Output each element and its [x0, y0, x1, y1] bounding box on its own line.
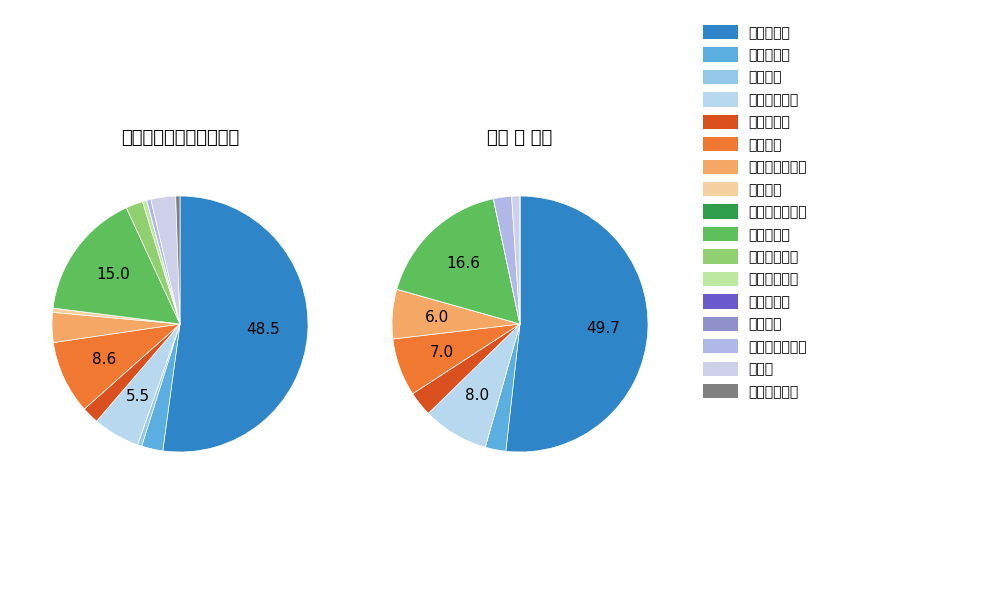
Wedge shape: [126, 202, 180, 324]
Title: 太田 椋 選手: 太田 椋 選手: [487, 129, 553, 147]
Text: 6.0: 6.0: [425, 310, 449, 325]
Wedge shape: [143, 200, 180, 324]
Text: 8.0: 8.0: [465, 388, 490, 403]
Wedge shape: [163, 196, 308, 452]
Legend: ストレート, ツーシーム, シュート, カットボール, スプリット, フォーク, チェンジアップ, シンカー, 高速スライダー, スライダー, 縦スライダー, : ストレート, ツーシーム, シュート, カットボール, スプリット, フォーク,…: [703, 25, 807, 399]
Wedge shape: [413, 324, 520, 413]
Text: 48.5: 48.5: [246, 322, 280, 337]
Text: 49.7: 49.7: [586, 321, 620, 336]
Wedge shape: [493, 196, 520, 324]
Wedge shape: [176, 196, 180, 324]
Wedge shape: [53, 308, 180, 324]
Wedge shape: [392, 289, 520, 339]
Wedge shape: [493, 199, 520, 324]
Wedge shape: [493, 199, 520, 324]
Wedge shape: [147, 199, 180, 324]
Text: 16.6: 16.6: [446, 256, 480, 271]
Wedge shape: [151, 196, 180, 324]
Wedge shape: [428, 324, 520, 447]
Text: 15.0: 15.0: [96, 268, 130, 283]
Wedge shape: [53, 208, 180, 324]
Wedge shape: [52, 313, 180, 343]
Wedge shape: [397, 289, 520, 324]
Wedge shape: [506, 196, 648, 452]
Wedge shape: [512, 196, 520, 324]
Text: 5.5: 5.5: [126, 389, 150, 404]
Wedge shape: [142, 324, 180, 451]
Wedge shape: [147, 200, 180, 324]
Wedge shape: [53, 324, 180, 409]
Wedge shape: [493, 199, 520, 324]
Wedge shape: [393, 324, 520, 394]
Text: 7.0: 7.0: [430, 345, 454, 360]
Wedge shape: [147, 200, 180, 324]
Wedge shape: [397, 289, 520, 324]
Title: パ・リーグ全プレイヤー: パ・リーグ全プレイヤー: [121, 129, 239, 147]
Wedge shape: [485, 324, 520, 451]
Wedge shape: [485, 324, 520, 447]
Wedge shape: [97, 324, 180, 445]
Wedge shape: [397, 199, 520, 324]
Wedge shape: [138, 324, 180, 446]
Text: 8.6: 8.6: [92, 352, 117, 367]
Wedge shape: [84, 324, 180, 421]
Wedge shape: [53, 308, 180, 324]
Wedge shape: [493, 199, 520, 324]
